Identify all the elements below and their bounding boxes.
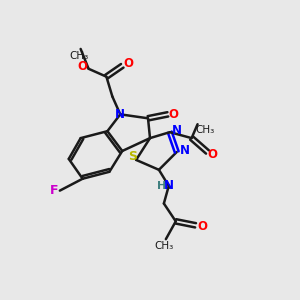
Text: O: O [123, 57, 133, 70]
Text: O: O [78, 60, 88, 73]
Text: CH₃: CH₃ [154, 241, 173, 251]
Text: N: N [172, 124, 182, 137]
Text: N: N [180, 145, 190, 158]
Text: CH₃: CH₃ [196, 125, 215, 135]
Text: S: S [128, 150, 137, 164]
Text: O: O [207, 148, 218, 161]
Text: H: H [157, 181, 167, 191]
Text: O: O [169, 108, 179, 121]
Text: N: N [115, 108, 125, 121]
Text: N: N [164, 179, 174, 192]
Text: F: F [50, 184, 58, 197]
Text: O: O [197, 220, 208, 233]
Text: CH₃: CH₃ [69, 51, 88, 61]
